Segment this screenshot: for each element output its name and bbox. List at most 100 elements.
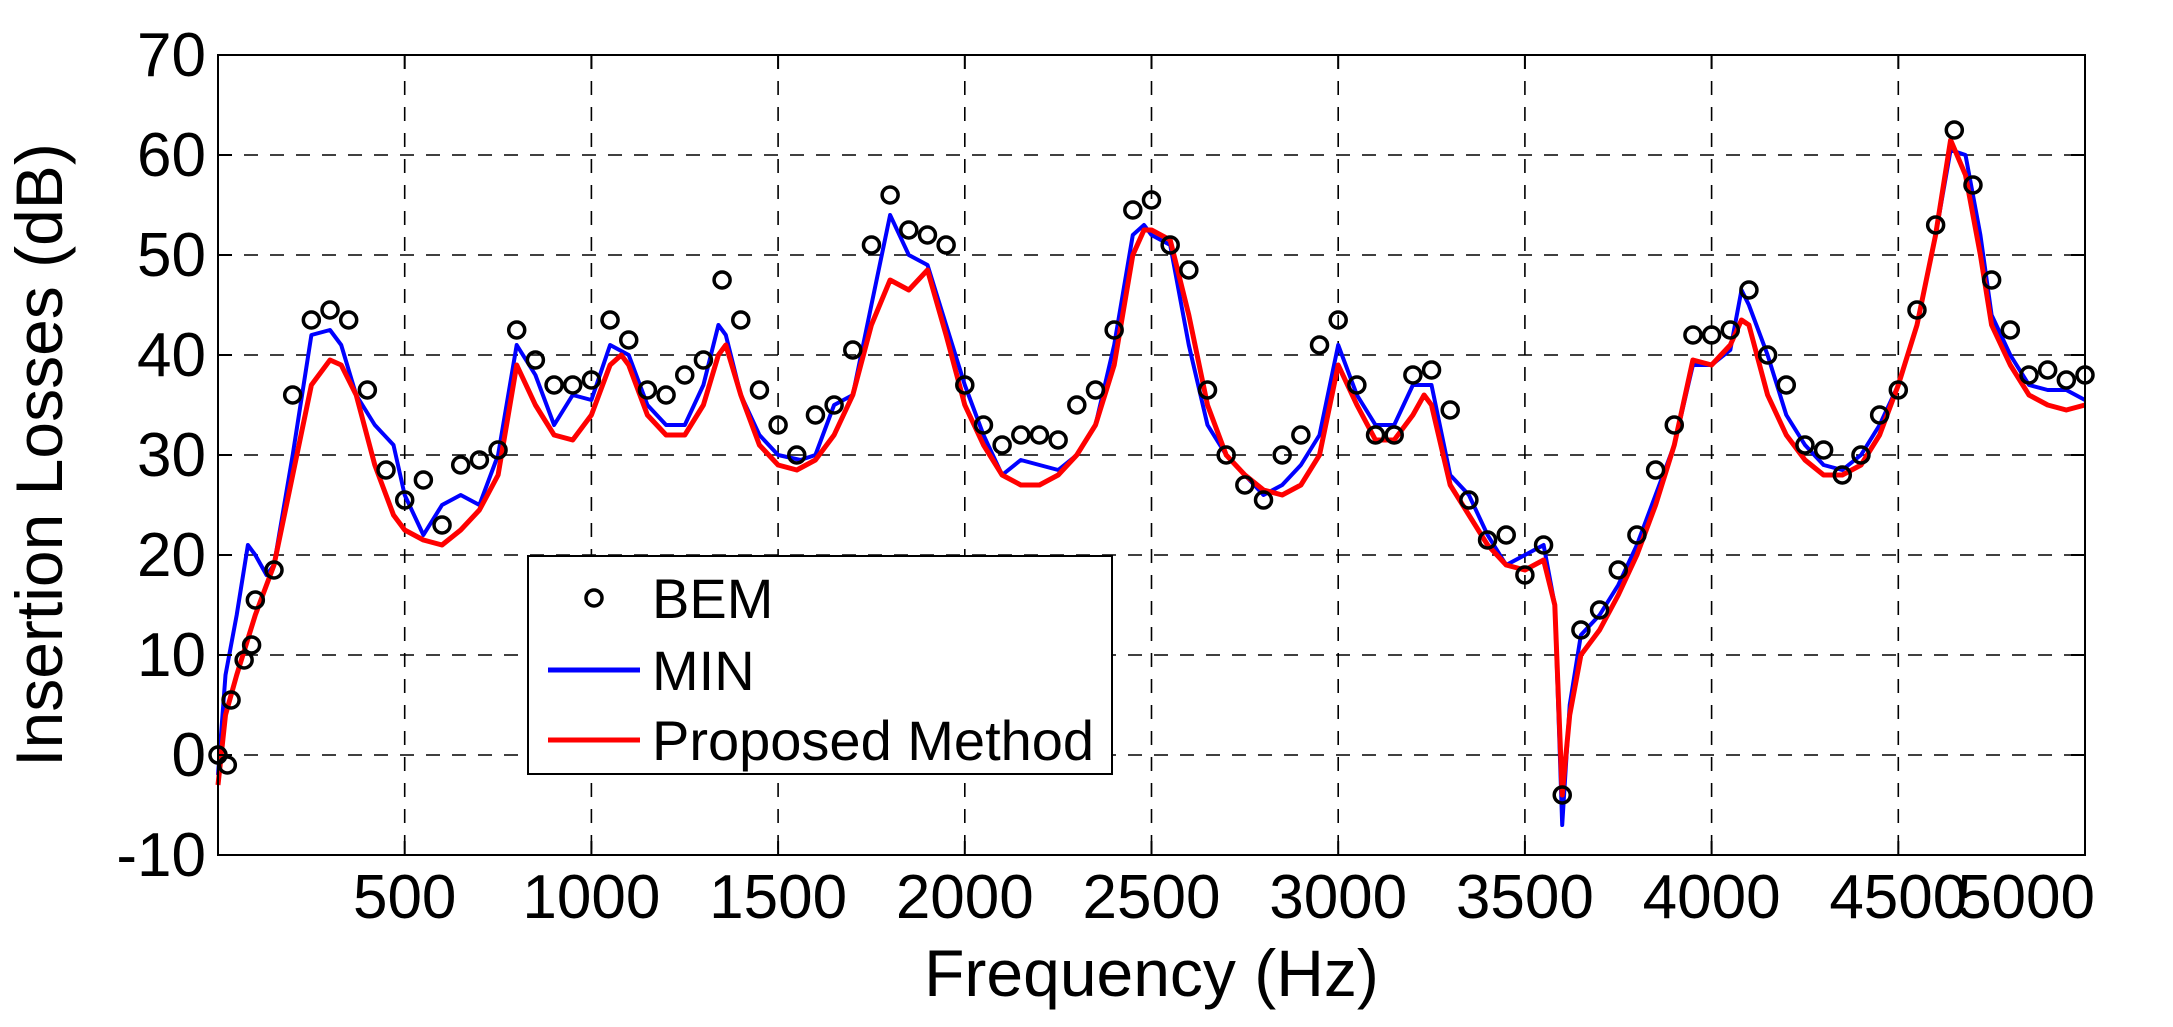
legend-marker-bem bbox=[584, 588, 604, 608]
bem-point bbox=[506, 320, 527, 340]
bem-point bbox=[394, 490, 415, 510]
bem-point bbox=[1123, 200, 1143, 220]
bem-point bbox=[1533, 535, 1554, 555]
bem-point bbox=[1085, 380, 1106, 400]
bem-point bbox=[1309, 335, 1330, 355]
bem-point bbox=[861, 235, 882, 255]
bem-point bbox=[1701, 325, 1722, 345]
bem-point bbox=[1627, 525, 1647, 545]
bem-point bbox=[1197, 380, 1218, 400]
bem-point bbox=[320, 300, 340, 320]
bem-point bbox=[1067, 395, 1087, 415]
y-tick-label: 20 bbox=[137, 521, 206, 590]
bem-point bbox=[712, 270, 732, 290]
bem-point bbox=[1235, 475, 1255, 495]
bem-point bbox=[1757, 345, 1778, 365]
bem-point bbox=[2019, 365, 2039, 385]
bem-point bbox=[1216, 445, 1236, 465]
bem-point bbox=[1421, 360, 1442, 380]
legend-label: BEM bbox=[652, 567, 773, 630]
bem-point bbox=[2037, 360, 2058, 380]
bem-point bbox=[731, 310, 751, 330]
bem-point bbox=[656, 385, 676, 405]
bem-point bbox=[600, 310, 620, 330]
y-tick-label: 30 bbox=[137, 421, 206, 490]
legend-label: MIN bbox=[652, 639, 755, 702]
bem-point bbox=[217, 755, 238, 775]
x-tick-label: 3000 bbox=[1269, 863, 1407, 932]
bem-point bbox=[1963, 175, 1983, 195]
bem-point bbox=[469, 450, 490, 470]
bem-point bbox=[1720, 320, 1741, 340]
bem-point bbox=[955, 375, 975, 395]
bem-point bbox=[241, 635, 262, 655]
legend-label: Proposed Method bbox=[652, 709, 1094, 772]
y-tick-label: -10 bbox=[116, 821, 206, 890]
bem-point bbox=[1925, 215, 1946, 235]
x-tick-label: 1500 bbox=[709, 863, 847, 932]
bem-point bbox=[1048, 430, 1068, 450]
bem-point bbox=[618, 330, 639, 350]
bem-point bbox=[1253, 490, 1274, 510]
bem-point bbox=[880, 185, 900, 205]
bem-point bbox=[768, 415, 788, 435]
x-tick-label: 2500 bbox=[1083, 863, 1221, 932]
bem-point bbox=[805, 405, 826, 425]
bem-point bbox=[1365, 425, 1386, 445]
bem-point bbox=[245, 590, 266, 610]
bem-point bbox=[525, 350, 546, 370]
bem-point bbox=[1832, 465, 1853, 485]
bem-point bbox=[1552, 785, 1572, 805]
bem-point bbox=[824, 395, 844, 415]
y-tick-label: 40 bbox=[137, 321, 206, 390]
bem-point bbox=[693, 350, 714, 370]
bem-point bbox=[1664, 415, 1685, 435]
bem-point bbox=[1739, 280, 1759, 300]
y-axis-title: Insertion Losses (dB) bbox=[2, 143, 76, 767]
bem-point bbox=[1459, 490, 1479, 510]
bem-point bbox=[992, 435, 1012, 455]
bem-point bbox=[413, 470, 434, 490]
bem-point bbox=[1160, 235, 1180, 255]
bem-point bbox=[843, 340, 863, 360]
bem-point bbox=[1477, 530, 1498, 550]
bem-point bbox=[1011, 425, 1031, 445]
bem-point bbox=[1272, 445, 1292, 465]
bem-point bbox=[1869, 405, 1890, 425]
bem-point bbox=[1291, 425, 1311, 445]
x-tick-label: 500 bbox=[353, 863, 456, 932]
bem-point bbox=[1384, 425, 1404, 445]
x-tick-label: 3500 bbox=[1456, 863, 1594, 932]
x-tick-label: 4000 bbox=[1643, 863, 1781, 932]
bem-point bbox=[1179, 260, 1199, 280]
y-tick-label: 50 bbox=[137, 221, 206, 290]
bem-point bbox=[581, 370, 602, 390]
bem-point bbox=[1347, 375, 1367, 395]
bem-point bbox=[562, 375, 583, 395]
bem-point bbox=[917, 225, 938, 245]
bem-point bbox=[1888, 380, 1909, 400]
axes: -10 0 10 20 30 40 50 60 70 500 1000 1500 2000 2500 300… bbox=[116, 21, 2095, 932]
x-tick-label: 5000 bbox=[1957, 863, 2095, 932]
bem-point bbox=[1907, 300, 1927, 320]
bem-point bbox=[544, 375, 564, 395]
bem-point bbox=[973, 415, 994, 435]
bem-point bbox=[749, 380, 770, 400]
bem-point bbox=[1589, 600, 1610, 620]
bem-point bbox=[899, 220, 919, 240]
bem-point bbox=[1440, 400, 1460, 420]
bem-point bbox=[936, 235, 956, 255]
bem-point bbox=[1645, 460, 1666, 480]
bem-point bbox=[675, 365, 695, 385]
bem-point bbox=[376, 460, 396, 480]
bem-point bbox=[432, 515, 452, 535]
bem-point bbox=[2000, 320, 2021, 340]
grid bbox=[218, 55, 2085, 855]
bem-point bbox=[1104, 320, 1124, 340]
bem-point bbox=[1515, 565, 1535, 585]
bem-point bbox=[2056, 370, 2077, 390]
bem-point bbox=[637, 380, 658, 400]
x-tick-label: 2000 bbox=[896, 863, 1034, 932]
series-line-min bbox=[216, 148, 2086, 827]
